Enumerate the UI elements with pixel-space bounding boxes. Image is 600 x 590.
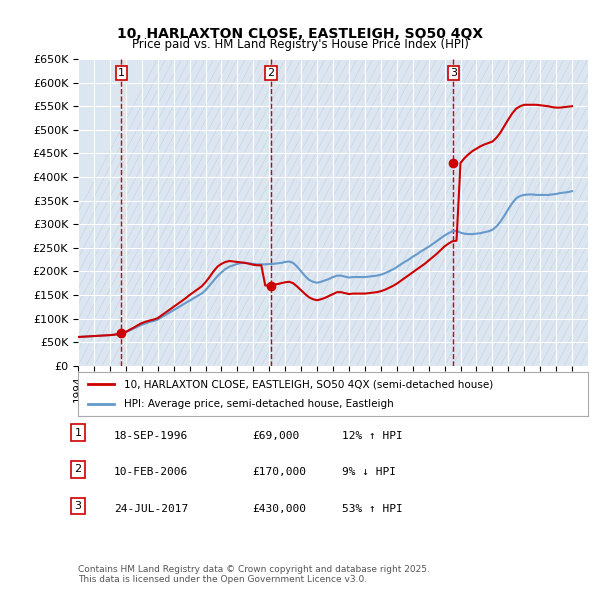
Text: 10-FEB-2006: 10-FEB-2006 <box>114 467 188 477</box>
Text: Contains HM Land Registry data © Crown copyright and database right 2025.
This d: Contains HM Land Registry data © Crown c… <box>78 565 430 584</box>
Text: 10, HARLAXTON CLOSE, EASTLEIGH, SO50 4QX (semi-detached house): 10, HARLAXTON CLOSE, EASTLEIGH, SO50 4QX… <box>124 379 493 389</box>
Text: Price paid vs. HM Land Registry's House Price Index (HPI): Price paid vs. HM Land Registry's House … <box>131 38 469 51</box>
Text: 2: 2 <box>268 68 275 78</box>
Text: HPI: Average price, semi-detached house, Eastleigh: HPI: Average price, semi-detached house,… <box>124 399 394 408</box>
Text: 18-SEP-1996: 18-SEP-1996 <box>114 431 188 441</box>
Text: 2: 2 <box>74 464 82 474</box>
Text: 9% ↓ HPI: 9% ↓ HPI <box>342 467 396 477</box>
Text: 12% ↑ HPI: 12% ↑ HPI <box>342 431 403 441</box>
Text: £170,000: £170,000 <box>252 467 306 477</box>
Text: £69,000: £69,000 <box>252 431 299 441</box>
Text: 24-JUL-2017: 24-JUL-2017 <box>114 504 188 514</box>
Text: £430,000: £430,000 <box>252 504 306 514</box>
Text: 10, HARLAXTON CLOSE, EASTLEIGH, SO50 4QX: 10, HARLAXTON CLOSE, EASTLEIGH, SO50 4QX <box>117 27 483 41</box>
Text: 3: 3 <box>450 68 457 78</box>
Text: 53% ↑ HPI: 53% ↑ HPI <box>342 504 403 514</box>
Text: 1: 1 <box>74 428 82 438</box>
Text: 1: 1 <box>118 68 125 78</box>
Text: 3: 3 <box>74 501 82 511</box>
